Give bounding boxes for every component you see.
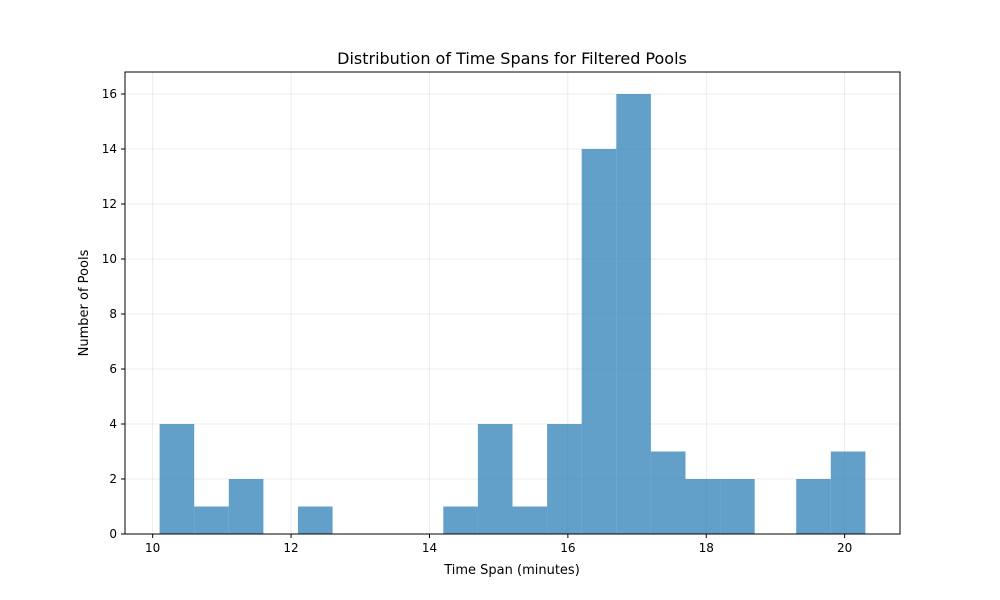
x-tick-label: 18 xyxy=(699,541,714,555)
histogram-bar xyxy=(228,479,264,534)
x-tick-label: 10 xyxy=(145,541,160,555)
histogram-bar xyxy=(616,94,651,534)
histogram-bar xyxy=(297,506,333,534)
x-tick-label: 20 xyxy=(837,541,852,555)
y-tick-label: 10 xyxy=(102,252,117,266)
x-tick-label: 16 xyxy=(560,541,575,555)
histogram-bar xyxy=(581,149,617,534)
y-tick-label: 12 xyxy=(102,197,117,211)
y-tick-label: 16 xyxy=(102,87,117,101)
y-tick-label: 8 xyxy=(109,307,117,321)
x-axis-label: Time Span (minutes) xyxy=(443,563,580,578)
y-tick-label: 14 xyxy=(102,142,117,156)
y-tick-label: 4 xyxy=(109,417,117,431)
histogram-bar xyxy=(685,479,721,534)
y-tick-label: 0 xyxy=(109,527,117,541)
histogram-bar xyxy=(650,451,686,534)
histogram-bar xyxy=(796,479,831,534)
histogram-bar xyxy=(477,424,513,534)
histogram-bar xyxy=(194,506,229,534)
histogram-bar xyxy=(443,506,478,534)
histogram-bar xyxy=(512,506,548,534)
histogram-bar xyxy=(547,424,582,534)
x-tick-label: 14 xyxy=(422,541,437,555)
y-tick-label: 2 xyxy=(109,472,117,486)
y-tick-label: 6 xyxy=(109,362,117,376)
chart-title: Distribution of Time Spans for Filtered … xyxy=(337,49,687,68)
axis-ticks: 10 12 14 16 18 20 0 2 4 6 8 10 12 14 16 xyxy=(102,87,853,555)
histogram-bars xyxy=(159,94,866,534)
x-tick-label: 12 xyxy=(283,541,298,555)
histogram-bar xyxy=(159,424,195,534)
y-axis-label: Number of Pools xyxy=(77,249,92,356)
histogram-bar xyxy=(720,479,755,534)
plot-frame xyxy=(124,71,901,535)
histogram-bar xyxy=(830,451,866,534)
